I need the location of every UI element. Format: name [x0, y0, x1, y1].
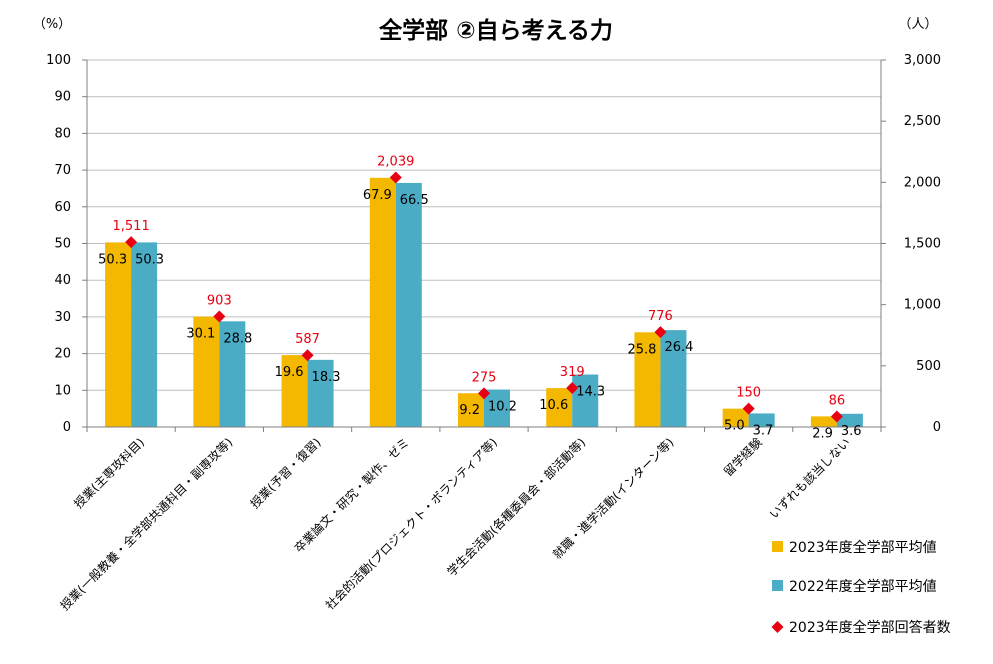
y-tick-label: 80 [54, 126, 71, 141]
bar-2022 [660, 330, 687, 427]
respondent-count-label: 275 [472, 370, 497, 385]
y-tick-label: 0 [63, 420, 71, 435]
respondent-marker [125, 236, 138, 249]
respondent-marker [301, 349, 314, 362]
y-tick-label: 90 [54, 90, 71, 105]
respondent-marker [478, 387, 490, 400]
bar-2023 [369, 177, 396, 427]
respondent-count-label: 587 [295, 332, 320, 347]
bar-2023 [722, 408, 749, 427]
data-label-2022: 66.5 [400, 193, 429, 208]
category-label: 授業(一般教養・全学部共通科目・副専攻等) [57, 435, 235, 613]
y2-tick-label: 0 [933, 420, 941, 435]
data-label-2023: 30.1 [186, 327, 215, 342]
category-label: 授業(主専攻科目) [71, 435, 148, 512]
chart-title: 全学部 ②自ら考える力 [378, 17, 613, 44]
bar-2023 [193, 316, 220, 427]
data-label-2022: 18.3 [312, 370, 341, 385]
legend-label: 2023年度全学部平均値 [789, 539, 937, 556]
category-labels: 授業(主専攻科目)授業(一般教養・全学部共通科目・副専攻等) 授業(予習・復習)卒… [57, 435, 853, 613]
y-axis-unit-right: （人） [898, 17, 937, 32]
y-tick-label: 20 [54, 347, 71, 362]
y2-tick-label: 1,500 [904, 237, 941, 252]
respondent-count-label: 150 [736, 386, 761, 401]
respondent-count-label: 319 [560, 365, 585, 380]
bar-2023 [810, 416, 837, 427]
respondent-marker [654, 326, 667, 339]
bars [105, 177, 863, 427]
data-label-2023: 67.9 [363, 188, 392, 203]
respondent-count-label: 86 [829, 393, 846, 408]
data-label-2023: 9.2 [459, 403, 480, 418]
legend-label: 2023年度全学部回答者数 [789, 619, 951, 636]
y-tick-label: 100 [46, 53, 71, 68]
data-label-2023: 25.8 [627, 342, 656, 357]
legend-swatch [772, 580, 783, 591]
respondent-marker [742, 402, 755, 415]
bar-2022 [219, 321, 246, 427]
bar-2022 [484, 389, 510, 427]
legend: 2023年度全学部平均値 2022年度全学部平均値 2023年度全学部回答者数 [771, 539, 951, 636]
bar-2022 [307, 359, 334, 427]
bar-2023 [458, 393, 484, 427]
y-tick-label: 50 [54, 237, 71, 252]
data-label-2023: 10.6 [539, 398, 568, 413]
respondent-count-label: 903 [207, 294, 232, 309]
y2-tick-label: 2,500 [904, 114, 941, 129]
data-label-2022: 3.6 [841, 424, 862, 439]
category-label: 学生会活動(各種委員会・部活動等) [444, 435, 589, 580]
axes: 0 10 20 30 40 50 60 70 80 90 100 0 500 1,000 1,500 2,00… [46, 53, 941, 435]
legend-label: 2022年度全学部平均値 [789, 578, 937, 595]
legend-swatch [772, 541, 783, 552]
category-label: いずれも該当しない [766, 435, 853, 522]
legend-marker [771, 621, 784, 633]
y2-tick-label: 2,000 [904, 175, 941, 190]
y2-tick-label: 1,000 [904, 298, 941, 313]
bar-2022 [748, 413, 775, 427]
respondent-count-label: 1,511 [113, 219, 150, 234]
data-label-2022: 3.7 [753, 423, 774, 438]
data-labels: 50.3 50.3 1,511 30.1 28.8 903 19.6 18.3 587 67.9 6… [98, 155, 861, 442]
y-tick-label: 70 [54, 163, 71, 178]
respondent-marker [566, 381, 579, 394]
y-tick-label: 10 [54, 383, 71, 398]
respondent-marker [830, 410, 843, 423]
data-label-2022: 26.4 [664, 340, 693, 355]
data-label-2023: 2.9 [812, 426, 833, 441]
respondent-marker [389, 171, 402, 184]
bar-2022 [572, 374, 599, 427]
data-label-2022: 14.3 [576, 385, 605, 400]
bar-2022 [131, 242, 158, 427]
category-label: 授業(予習・復習) [247, 435, 324, 512]
respondent-count-label: 2,039 [377, 155, 414, 170]
data-label-2022: 50.3 [135, 252, 164, 267]
category-label: 留学経験 [720, 435, 765, 480]
data-label-2022: 28.8 [223, 331, 252, 346]
y2-tick-label: 3,000 [904, 53, 941, 68]
bar-2023 [546, 388, 573, 427]
y-tick-label: 30 [54, 310, 71, 325]
data-label-2023: 19.6 [275, 365, 304, 380]
bar-2023 [634, 332, 661, 427]
y-tick-label: 40 [54, 273, 71, 288]
bar-2023 [105, 242, 132, 427]
bar-2022 [836, 413, 863, 427]
y-axis-unit-left: （%） [33, 17, 71, 32]
category-label: 社会的活動(プロジェクト・ボランティア等) [322, 435, 500, 613]
data-label-2022: 10.2 [488, 400, 517, 415]
bar-2023 [281, 355, 308, 427]
y2-tick-label: 500 [916, 359, 941, 374]
respondent-marker [213, 310, 226, 323]
respondent-count-label: 776 [648, 309, 673, 324]
bar-2022 [395, 182, 422, 427]
data-label-2023: 5.0 [724, 419, 745, 434]
data-label-2023: 50.3 [98, 252, 127, 267]
y-tick-label: 60 [54, 200, 71, 215]
